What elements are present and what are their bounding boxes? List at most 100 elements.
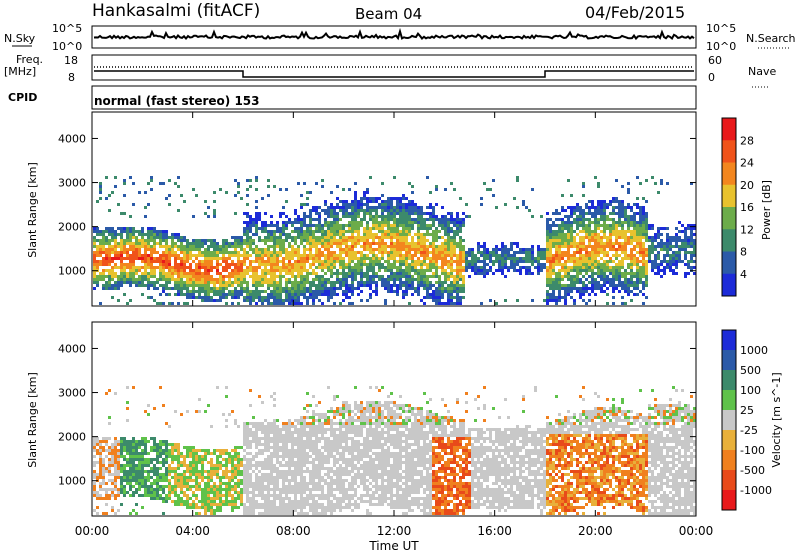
velocity-cell — [150, 449, 153, 452]
power-cell — [252, 251, 255, 254]
power-cell — [303, 281, 306, 284]
velocity-cell — [153, 443, 156, 446]
power-cell — [306, 254, 309, 257]
power-cell — [582, 230, 585, 233]
velocity-cell — [150, 467, 153, 470]
power-cell — [111, 236, 114, 239]
power-cell — [324, 203, 327, 206]
power-cell — [195, 257, 198, 260]
power-cell — [402, 263, 405, 266]
power-cell — [234, 278, 237, 281]
power-cell — [597, 254, 600, 257]
power-cell — [102, 284, 105, 287]
power-cell — [411, 284, 414, 287]
power-cell — [366, 242, 369, 245]
velocity-cell — [144, 452, 147, 455]
power-cell — [399, 221, 402, 224]
velocity-cell — [213, 494, 216, 497]
velocity-cell — [207, 491, 210, 494]
power-cell — [255, 224, 258, 227]
power-cell — [162, 254, 165, 257]
power-cell — [405, 221, 408, 224]
power-cell — [192, 281, 195, 284]
power-cell — [666, 245, 669, 248]
power-cell — [378, 257, 381, 260]
power-cell — [414, 269, 417, 272]
power-cell — [618, 281, 621, 284]
power-cell — [414, 290, 417, 293]
velocity-cell — [189, 476, 192, 479]
power-cell — [387, 287, 390, 290]
power-cell — [282, 275, 285, 278]
power-cell — [453, 242, 456, 245]
power-cell — [375, 281, 378, 284]
power-cell — [321, 224, 324, 227]
velocity-cell — [207, 497, 210, 500]
power-cell — [279, 275, 282, 278]
power-cell — [408, 254, 411, 257]
power-cell — [417, 293, 420, 296]
power-cell — [315, 248, 318, 251]
velocity-cell — [156, 497, 159, 500]
power-cell — [612, 230, 615, 233]
power-cell — [528, 272, 531, 275]
power-cell — [144, 260, 147, 263]
power-cell — [573, 263, 576, 266]
power-cell — [582, 242, 585, 245]
power-cell — [273, 245, 276, 248]
power-cell — [642, 272, 645, 275]
nave-tick-top: 60 — [708, 54, 722, 67]
power-cell — [255, 290, 258, 293]
power-cell — [453, 236, 456, 239]
power-cell — [132, 182, 135, 185]
power-cell — [279, 245, 282, 248]
power-cell — [564, 227, 567, 230]
power-cell — [228, 266, 231, 269]
power-cell — [315, 272, 318, 275]
power-cell — [129, 260, 132, 263]
power-cell — [207, 284, 210, 287]
power-cell — [243, 257, 246, 260]
power-cell — [639, 251, 642, 254]
power-cell — [420, 206, 423, 209]
nave-tick-bottom: 0 — [708, 71, 715, 84]
power-cell — [537, 272, 540, 275]
power-cell — [570, 233, 573, 236]
velocity-cell — [147, 413, 150, 416]
power-cell — [354, 221, 357, 224]
power-cell — [249, 179, 252, 182]
power-cell — [438, 236, 441, 239]
velocity-cell — [192, 491, 195, 494]
power-cell — [165, 233, 168, 236]
power-cell — [429, 287, 432, 290]
velocity-cell — [153, 491, 156, 494]
velocity-cell — [111, 452, 114, 455]
power-cell — [435, 230, 438, 233]
power-cell — [549, 242, 552, 245]
power-cell — [570, 236, 573, 239]
power-cell — [558, 275, 561, 278]
power-cell — [405, 266, 408, 269]
power-cell — [222, 251, 225, 254]
power-cell — [330, 275, 333, 278]
power-cell — [192, 248, 195, 251]
power-cell — [561, 194, 564, 197]
power-cell — [402, 248, 405, 251]
power-cell — [606, 224, 609, 227]
velocity-cell — [174, 500, 177, 503]
power-cell — [189, 269, 192, 272]
power-cell — [327, 209, 330, 212]
power-cell — [387, 266, 390, 269]
power-cell — [288, 245, 291, 248]
power-cell — [435, 293, 438, 296]
power-cell — [357, 236, 360, 239]
power-cell — [369, 287, 372, 290]
power-cell — [579, 269, 582, 272]
velocity-cell — [228, 476, 231, 479]
power-cell — [279, 260, 282, 263]
power-cell — [282, 287, 285, 290]
power-cell — [690, 233, 693, 236]
power-cell — [225, 251, 228, 254]
power-cell — [660, 260, 663, 263]
power-cell — [690, 227, 693, 230]
